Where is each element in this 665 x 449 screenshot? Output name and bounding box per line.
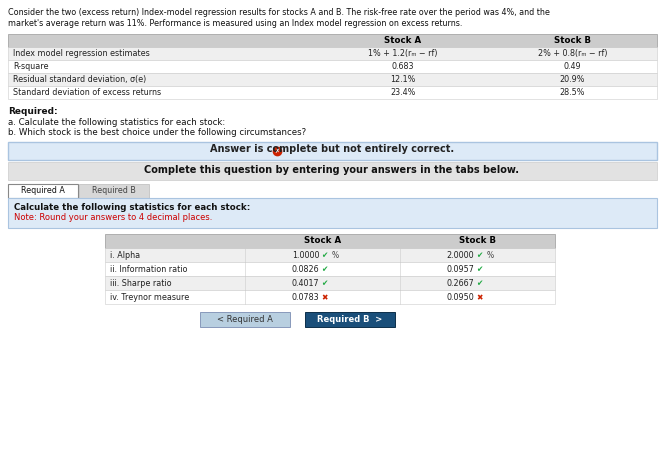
Bar xyxy=(8,47,657,60)
Bar xyxy=(8,86,657,99)
Text: 23.4%: 23.4% xyxy=(390,88,416,97)
Text: Complete this question by entering your answers in the tabs below.: Complete this question by entering your … xyxy=(144,165,519,175)
Text: Calculate the following statistics for each stock:: Calculate the following statistics for e… xyxy=(14,203,250,212)
Bar xyxy=(105,248,555,262)
Text: ii. Information ratio: ii. Information ratio xyxy=(110,265,188,274)
Text: %: % xyxy=(486,251,493,260)
Text: ✔: ✔ xyxy=(321,265,328,274)
Text: ✗: ✗ xyxy=(275,149,279,154)
Bar xyxy=(200,312,290,327)
Text: market's average return was 11%. Performance is measured using an Index model re: market's average return was 11%. Perform… xyxy=(8,19,462,28)
Text: ✔: ✔ xyxy=(321,279,328,288)
Text: Required A: Required A xyxy=(21,186,65,195)
Bar xyxy=(8,198,657,228)
Text: Consider the two (excess return) Index-model regression results for stocks A and: Consider the two (excess return) Index-m… xyxy=(8,8,550,17)
Bar xyxy=(79,184,149,198)
Text: Stock A: Stock A xyxy=(384,36,422,45)
Text: 0.0826: 0.0826 xyxy=(292,265,319,274)
Bar xyxy=(105,290,555,304)
Bar xyxy=(8,34,657,47)
Text: Stock A: Stock A xyxy=(304,236,341,245)
Text: ✖: ✖ xyxy=(476,293,483,302)
Text: 0.2667: 0.2667 xyxy=(447,279,474,288)
Text: 0.683: 0.683 xyxy=(392,62,414,71)
Text: ✔: ✔ xyxy=(321,251,328,260)
Text: 1% + 1.2(rₘ − rf): 1% + 1.2(rₘ − rf) xyxy=(368,49,438,58)
Text: Required B  >: Required B > xyxy=(317,315,382,324)
Text: Answer is complete but not entirely correct.: Answer is complete but not entirely corr… xyxy=(210,144,454,154)
Text: 0.0950: 0.0950 xyxy=(447,293,474,302)
Text: Note: Round your answers to 4 decimal places.: Note: Round your answers to 4 decimal pl… xyxy=(14,213,212,222)
Text: Standard deviation of excess returns: Standard deviation of excess returns xyxy=(13,88,161,97)
Text: b. Which stock is the best choice under the following circumstances?: b. Which stock is the best choice under … xyxy=(8,128,306,137)
Text: %: % xyxy=(331,251,338,260)
Text: Required B: Required B xyxy=(92,186,136,195)
Bar xyxy=(105,234,555,248)
Text: i. Alpha: i. Alpha xyxy=(110,251,140,260)
Text: Stock B: Stock B xyxy=(459,236,496,245)
Text: 2.0000: 2.0000 xyxy=(447,251,474,260)
Bar xyxy=(8,142,657,160)
Bar xyxy=(8,184,78,198)
Bar xyxy=(8,73,657,86)
Text: 1.0000: 1.0000 xyxy=(292,251,319,260)
Text: < Required A: < Required A xyxy=(217,315,273,324)
Bar xyxy=(8,60,657,73)
Text: 12.1%: 12.1% xyxy=(390,75,416,84)
Bar xyxy=(105,262,555,276)
Bar xyxy=(8,162,657,180)
Text: Required:: Required: xyxy=(8,107,58,116)
Text: 0.49: 0.49 xyxy=(564,62,581,71)
Text: Stock B: Stock B xyxy=(554,36,591,45)
Text: Index model regression estimates: Index model regression estimates xyxy=(13,49,150,58)
Text: ✔: ✔ xyxy=(476,279,483,288)
Text: 0.0783: 0.0783 xyxy=(292,293,319,302)
Bar xyxy=(305,312,395,327)
Text: R-square: R-square xyxy=(13,62,49,71)
Text: a. Calculate the following statistics for each stock:: a. Calculate the following statistics fo… xyxy=(8,118,225,127)
Text: ✔: ✔ xyxy=(476,265,483,274)
Text: iii. Sharpe ratio: iii. Sharpe ratio xyxy=(110,279,172,288)
Text: iv. Treynor measure: iv. Treynor measure xyxy=(110,293,190,302)
Text: 0.4017: 0.4017 xyxy=(292,279,319,288)
Text: Residual standard deviation, σ(e): Residual standard deviation, σ(e) xyxy=(13,75,146,84)
Text: 28.5%: 28.5% xyxy=(560,88,585,97)
Text: 2% + 0.8(rₘ − rf): 2% + 0.8(rₘ − rf) xyxy=(538,49,607,58)
Bar xyxy=(105,276,555,290)
Text: ✖: ✖ xyxy=(321,293,328,302)
Text: 20.9%: 20.9% xyxy=(560,75,585,84)
Text: 0.0957: 0.0957 xyxy=(446,265,474,274)
Text: ✔: ✔ xyxy=(476,251,483,260)
